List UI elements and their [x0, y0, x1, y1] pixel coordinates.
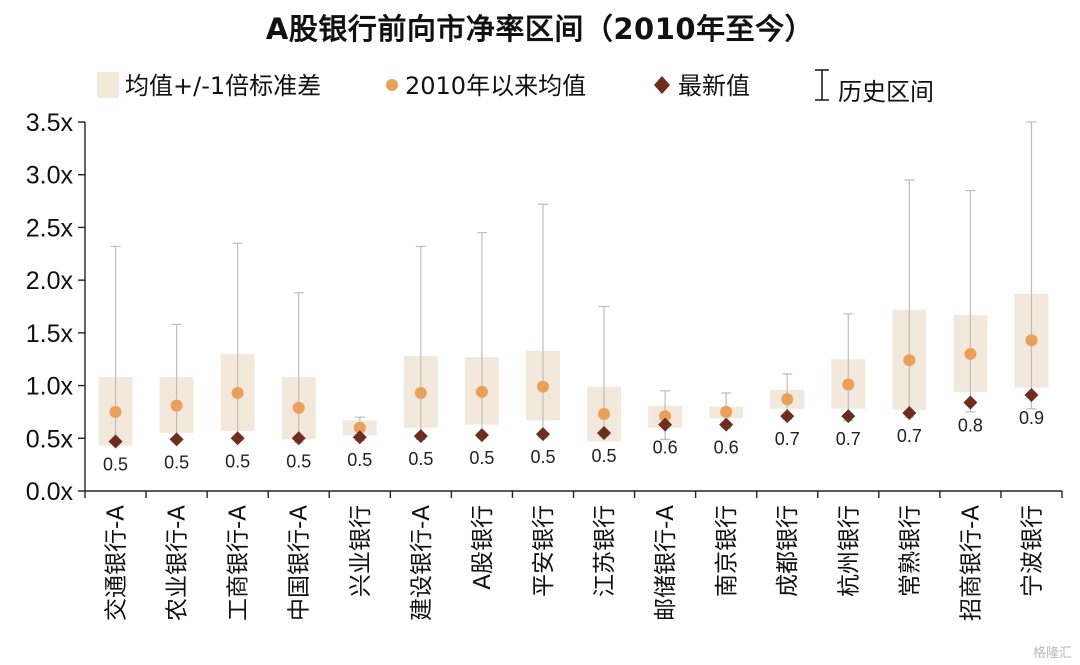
y-tick-label: 3.0x: [26, 162, 74, 190]
latest-value-label: 0.5: [408, 449, 433, 469]
legend-box-label: 均值+/-1倍标准差: [125, 72, 321, 100]
mean-point: [964, 347, 977, 360]
category-label: 中国银行-A: [287, 505, 313, 621]
y-tick-label: 1.5x: [26, 320, 74, 348]
latest-value-label: 0.5: [592, 446, 617, 466]
latest-point: [169, 432, 184, 447]
mean-point: [903, 354, 916, 367]
y-tick-label: 1.0x: [26, 373, 74, 401]
latest-value-label: 0.5: [469, 448, 494, 468]
mean-point: [720, 405, 733, 418]
watermark: 格隆汇: [1032, 646, 1072, 661]
mean-point: [475, 385, 488, 398]
latest-value-label: 0.5: [347, 450, 372, 470]
latest-point: [719, 417, 734, 432]
latest-point: [291, 431, 306, 446]
mean-point: [1025, 334, 1038, 347]
y-tick-label: 2.5x: [26, 214, 74, 242]
y-tick-label: 0.0x: [26, 478, 74, 506]
mean-point: [598, 408, 611, 421]
latest-point: [230, 431, 245, 446]
category-label: A股银行: [470, 505, 496, 590]
latest-value-label: 0.5: [225, 451, 250, 471]
latest-point: [352, 430, 367, 445]
category-label: 交通银行-A: [104, 505, 130, 621]
category-label: 常熟银行: [897, 505, 923, 597]
mean-point: [536, 380, 549, 393]
y-tick-label: 2.0x: [26, 267, 74, 295]
latest-point: [841, 409, 856, 424]
category-label: 杭州银行: [836, 505, 862, 597]
latest-point: [108, 434, 123, 449]
legend: 均值+/-1倍标准差 2010年以来均值 最新值 历史区间: [97, 69, 934, 106]
legend-range-label: 历史区间: [838, 78, 934, 106]
mean-point: [109, 405, 122, 418]
latest-point: [902, 405, 917, 420]
mean-point: [781, 393, 794, 406]
latest-value-label: 0.7: [836, 429, 861, 449]
plot-area: 0.0x 0.5x 1.0x 1.5x 2.0x 2.5x 3.0x 3.5x 0.5 交通银行-…: [26, 109, 1063, 621]
latest-point: [474, 428, 489, 443]
mean-point: [231, 386, 244, 399]
latest-value-label: 0.8: [958, 415, 983, 435]
category-label: 江苏银行: [592, 505, 618, 597]
legend-mean-label: 2010年以来均值: [405, 72, 586, 100]
legend-mean-marker: [386, 79, 398, 91]
category-label: 邮储银行-A: [653, 505, 679, 621]
y-tick-label: 3.5x: [26, 109, 74, 137]
latest-value-label: 0.7: [775, 429, 800, 449]
latest-value-label: 0.5: [164, 452, 189, 472]
category-label: 招商银行-A: [958, 505, 984, 621]
latest-point: [597, 426, 612, 441]
y-tick-label: 0.5x: [26, 425, 74, 453]
latest-point: [963, 395, 978, 410]
latest-point: [1024, 388, 1039, 403]
latest-point: [413, 429, 428, 444]
category-label: 农业银行-A: [165, 505, 191, 621]
category-label: 工商银行-A: [226, 505, 252, 621]
chart-title: A股银行前向市净率区间（2010年至今）: [265, 12, 815, 46]
legend-latest-marker: [654, 76, 670, 94]
mean-point: [170, 399, 183, 412]
legend-range-marker: [815, 69, 829, 101]
latest-value-label: 0.6: [653, 438, 678, 458]
category-label: 兴业银行: [348, 505, 374, 597]
latest-point: [658, 417, 673, 432]
category-label: 南京银行: [714, 505, 740, 597]
mean-point: [353, 421, 366, 434]
category-label: 平安银行: [531, 505, 557, 597]
latest-point: [535, 427, 550, 442]
latest-value-label: 0.5: [286, 451, 311, 471]
mean-point: [842, 378, 855, 391]
latest-value-label: 0.5: [103, 454, 128, 474]
mean-point: [659, 410, 672, 423]
latest-value-label: 0.7: [897, 426, 922, 446]
category-label: 成都银行: [775, 505, 801, 597]
latest-value-label: 0.9: [1019, 408, 1044, 428]
mean-point: [414, 386, 427, 399]
latest-point: [780, 409, 795, 424]
legend-latest-label: 最新值: [678, 72, 750, 100]
category-label: 建设银行-A: [409, 505, 435, 621]
mean-point: [292, 401, 305, 414]
latest-value-label: 0.6: [714, 438, 739, 458]
category-label: 宁波银行: [1019, 505, 1045, 597]
latest-value-label: 0.5: [530, 447, 555, 467]
legend-box-swatch: [97, 72, 119, 98]
